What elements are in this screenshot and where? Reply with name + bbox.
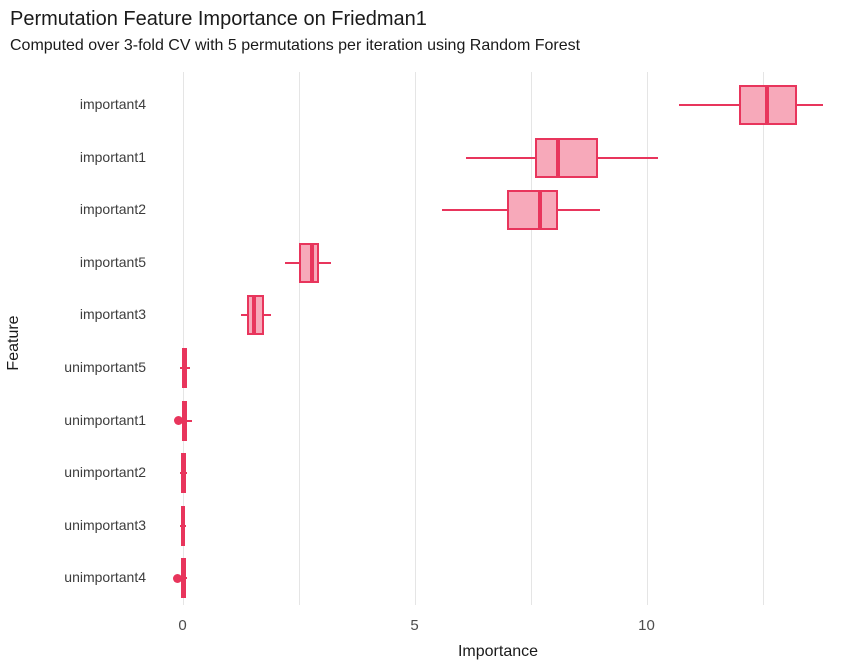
gridline xyxy=(762,72,764,605)
median-line xyxy=(765,85,770,125)
chart-title: Permutation Feature Importance on Friedm… xyxy=(10,8,427,30)
box xyxy=(298,242,320,283)
y-axis-title: Feature xyxy=(5,315,22,371)
median-line xyxy=(180,505,185,546)
gridline xyxy=(298,72,300,605)
outlier-dot xyxy=(173,573,183,583)
y-tick-label: unimportant1 xyxy=(64,411,146,428)
x-tick-label: 5 xyxy=(410,617,419,634)
median-line xyxy=(181,400,186,441)
median-line xyxy=(556,137,561,178)
plot-panel xyxy=(150,72,846,605)
y-tick-label: unimportant5 xyxy=(64,359,146,375)
outlier-dot xyxy=(174,416,184,426)
x-axis-title: Importance xyxy=(457,643,539,660)
y-tick-label: important5 xyxy=(79,253,146,270)
y-tick-label: unimportant3 xyxy=(64,516,146,533)
median-line xyxy=(537,190,542,231)
box xyxy=(507,190,559,231)
y-tick-label: unimportant4 xyxy=(64,569,146,586)
median-line xyxy=(181,558,186,599)
y-tick-label: important1 xyxy=(79,148,146,165)
gridline xyxy=(414,72,416,605)
median-line xyxy=(181,453,186,494)
chart-subtitle: Computed over 3-fold CV with 5 permutati… xyxy=(10,37,581,54)
y-tick-label: important3 xyxy=(79,306,146,323)
y-tick-label: important4 xyxy=(79,96,146,112)
y-tick-label: unimportant2 xyxy=(64,464,146,481)
box xyxy=(535,137,598,178)
median-line xyxy=(310,242,315,283)
x-tick-label: 0 xyxy=(178,617,187,634)
x-tick-label: 10 xyxy=(638,617,655,634)
median-line xyxy=(181,348,186,388)
gridline xyxy=(530,72,532,605)
median-line xyxy=(252,295,257,336)
y-tick-label: important2 xyxy=(79,201,146,218)
gridline xyxy=(646,72,648,605)
gridline xyxy=(182,72,184,605)
